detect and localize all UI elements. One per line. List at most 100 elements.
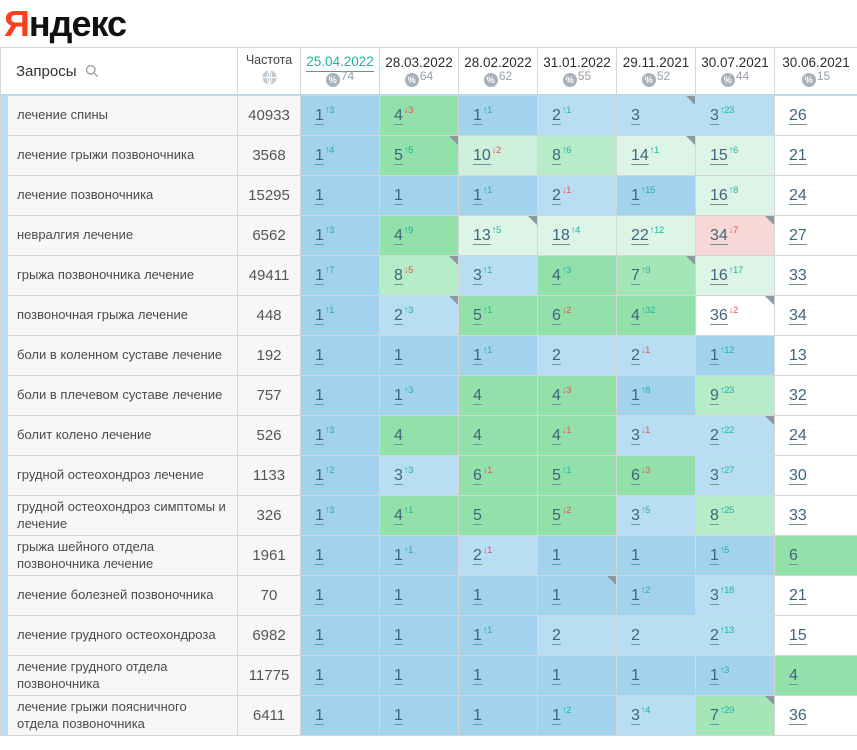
position-link[interactable]: 3 (394, 467, 403, 486)
position-link[interactable]: 13 (789, 346, 807, 365)
position-link[interactable]: 36 (710, 307, 728, 326)
position-link[interactable]: 21 (789, 586, 807, 605)
position-link[interactable]: 3 (710, 467, 719, 486)
position-link[interactable]: 1 (631, 587, 640, 606)
position-link[interactable]: 1 (631, 187, 640, 206)
position-link[interactable]: 15 (789, 626, 807, 645)
position-link[interactable]: 4 (631, 307, 640, 326)
position-link[interactable]: 5 (473, 506, 482, 525)
position-link[interactable]: 33 (789, 266, 807, 285)
position-link[interactable]: 16 (710, 267, 728, 286)
position-link[interactable]: 36 (789, 706, 807, 725)
position-link[interactable]: 1 (315, 346, 324, 365)
position-link[interactable]: 2 (394, 307, 403, 326)
position-link[interactable]: 4 (394, 507, 403, 526)
keyword-text[interactable]: позвоночная грыжа лечение (17, 307, 188, 323)
position-link[interactable]: 16 (710, 187, 728, 206)
position-link[interactable]: 5 (552, 467, 561, 486)
keyword-text[interactable]: лечение грыжи позвоночника (17, 147, 195, 163)
position-link[interactable]: 9 (710, 387, 719, 406)
position-link[interactable]: 1 (315, 427, 324, 446)
position-link[interactable]: 3 (631, 507, 640, 526)
position-link[interactable]: 1 (315, 307, 324, 326)
position-link[interactable]: 24 (789, 186, 807, 205)
position-link[interactable]: 32 (789, 386, 807, 405)
keyword-text[interactable]: лечение грудного остеохондроза (17, 627, 216, 643)
date-link[interactable]: 28.03.2022 (385, 54, 453, 70)
keyword-text[interactable]: лечение позвоночника (17, 187, 154, 203)
position-link[interactable]: 4 (789, 666, 798, 685)
position-link[interactable]: 7 (631, 267, 640, 286)
position-link[interactable]: 1 (710, 547, 719, 566)
position-link[interactable]: 5 (473, 307, 482, 326)
position-link[interactable]: 4 (394, 227, 403, 246)
position-link[interactable]: 1 (315, 507, 324, 526)
position-link[interactable]: 1 (315, 626, 324, 645)
position-link[interactable]: 3 (631, 707, 640, 726)
position-link[interactable]: 6 (473, 467, 482, 486)
keyword-text[interactable]: болит колено лечение (17, 427, 152, 443)
position-link[interactable]: 27 (789, 226, 807, 245)
position-link[interactable]: 1 (473, 187, 482, 206)
position-link[interactable]: 8 (394, 267, 403, 286)
position-link[interactable]: 15 (710, 147, 728, 166)
position-link[interactable]: 1 (552, 546, 561, 565)
position-link[interactable]: 4 (473, 426, 482, 445)
position-link[interactable]: 21 (789, 146, 807, 165)
position-link[interactable]: 33 (789, 506, 807, 525)
position-link[interactable]: 2 (552, 626, 561, 645)
position-link[interactable]: 1 (473, 107, 482, 126)
position-link[interactable]: 1 (315, 186, 324, 205)
keyword-text[interactable]: лечение болезней позвоночника (17, 587, 214, 603)
position-link[interactable]: 1 (394, 186, 403, 205)
keyword-text[interactable]: боли в плечевом суставе лечение (17, 387, 223, 403)
keyword-text[interactable]: грудной остеохондроз симптомы и лечение (17, 499, 226, 531)
position-link[interactable]: 2 (552, 187, 561, 206)
position-link[interactable]: 2 (710, 427, 719, 446)
date-link[interactable]: 31.01.2022 (543, 54, 611, 70)
position-link[interactable]: 7 (710, 707, 719, 726)
search-icon[interactable] (85, 64, 99, 78)
position-link[interactable]: 1 (473, 586, 482, 605)
position-link[interactable]: 1 (394, 706, 403, 725)
position-link[interactable]: 22 (631, 227, 649, 246)
position-link[interactable]: 1 (394, 346, 403, 365)
position-link[interactable]: 18 (552, 227, 570, 246)
position-link[interactable]: 1 (552, 707, 561, 726)
date-link[interactable]: 30.07.2021 (701, 54, 769, 70)
position-link[interactable]: 10 (473, 147, 491, 166)
position-link[interactable]: 1 (315, 666, 324, 685)
position-link[interactable]: 1 (315, 386, 324, 405)
position-link[interactable]: 3 (631, 427, 640, 446)
position-link[interactable]: 1 (394, 547, 403, 566)
keyword-text[interactable]: невралгия лечение (17, 227, 134, 243)
position-link[interactable]: 1 (552, 586, 561, 605)
position-link[interactable]: 1 (473, 666, 482, 685)
date-link[interactable]: 25.04.2022 (306, 54, 374, 72)
position-link[interactable]: 1 (631, 546, 640, 565)
position-link[interactable]: 1 (394, 586, 403, 605)
position-link[interactable]: 2 (552, 107, 561, 126)
position-link[interactable]: 6 (552, 307, 561, 326)
position-link[interactable]: 1 (710, 347, 719, 366)
position-link[interactable]: 1 (710, 667, 719, 686)
position-link[interactable]: 1 (394, 387, 403, 406)
position-link[interactable]: 1 (473, 347, 482, 366)
date-link[interactable]: 28.02.2022 (464, 54, 532, 70)
position-link[interactable]: 2 (552, 346, 561, 365)
date-link[interactable]: 29.11.2021 (622, 54, 690, 70)
position-link[interactable]: 1 (473, 706, 482, 725)
keyword-text[interactable]: грыжа шейного отдела позвоночника лечени… (17, 539, 155, 571)
keyword-text[interactable]: лечение грудного отдела позвоночника (17, 659, 168, 691)
keyword-text[interactable]: боли в коленном суставе лечение (17, 347, 223, 363)
position-link[interactable]: 1 (552, 666, 561, 685)
position-link[interactable]: 4 (552, 267, 561, 286)
position-link[interactable]: 14 (631, 147, 649, 166)
position-link[interactable]: 13 (473, 227, 491, 246)
position-link[interactable]: 4 (473, 386, 482, 405)
position-link[interactable]: 3 (631, 106, 640, 125)
keyword-text[interactable]: лечение спины (17, 107, 108, 123)
position-link[interactable]: 3 (710, 107, 719, 126)
position-link[interactable]: 1 (315, 467, 324, 486)
position-link[interactable]: 30 (789, 466, 807, 485)
